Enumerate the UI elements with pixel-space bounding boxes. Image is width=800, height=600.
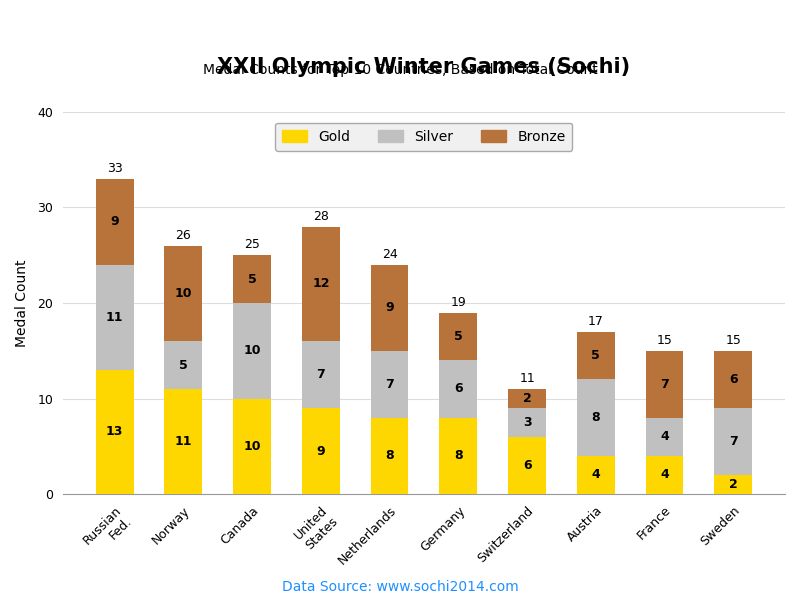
Bar — [439, 313, 478, 361]
Text: 3: 3 — [522, 416, 531, 429]
Bar — [577, 332, 614, 379]
Text: 13: 13 — [106, 425, 123, 439]
Bar — [508, 389, 546, 408]
Text: Medal Counts for Top 10 Countries, Based on Total Count: Medal Counts for Top 10 Countries, Based… — [202, 63, 598, 77]
Text: 2: 2 — [729, 478, 738, 491]
Text: 19: 19 — [450, 296, 466, 309]
Text: 2: 2 — [522, 392, 531, 405]
Bar — [370, 418, 409, 494]
Text: 10: 10 — [243, 344, 261, 357]
Text: 28: 28 — [313, 210, 329, 223]
Text: 24: 24 — [382, 248, 398, 261]
Bar — [302, 408, 340, 494]
Bar — [577, 456, 614, 494]
Bar — [96, 370, 134, 494]
Text: 17: 17 — [588, 315, 604, 328]
Bar — [165, 389, 202, 494]
Text: 26: 26 — [175, 229, 191, 242]
Text: 10: 10 — [174, 287, 192, 300]
Legend: Gold, Silver, Bronze: Gold, Silver, Bronze — [275, 122, 573, 151]
Bar — [646, 418, 683, 456]
Text: 7: 7 — [729, 435, 738, 448]
Text: 7: 7 — [317, 368, 326, 381]
Bar — [165, 341, 202, 389]
Text: 9: 9 — [110, 215, 119, 228]
Text: 4: 4 — [660, 430, 669, 443]
Text: 15: 15 — [726, 334, 742, 347]
Text: 7: 7 — [386, 378, 394, 391]
Text: 4: 4 — [660, 469, 669, 481]
Bar — [508, 408, 546, 437]
Text: 9: 9 — [317, 445, 325, 458]
Text: 6: 6 — [454, 382, 462, 395]
Bar — [370, 351, 409, 418]
Text: 12: 12 — [312, 277, 330, 290]
Text: 5: 5 — [454, 330, 462, 343]
Text: 25: 25 — [244, 238, 260, 251]
Bar — [234, 255, 271, 303]
Bar — [714, 475, 752, 494]
Bar — [96, 265, 134, 370]
Text: 6: 6 — [729, 373, 738, 386]
Text: 7: 7 — [660, 378, 669, 391]
Text: 15: 15 — [657, 334, 673, 347]
Text: Data Source: www.sochi2014.com: Data Source: www.sochi2014.com — [282, 580, 518, 594]
Text: 5: 5 — [248, 272, 257, 286]
Bar — [439, 418, 478, 494]
Bar — [508, 437, 546, 494]
Title: XXII Olympic Winter Games (Sochi): XXII Olympic Winter Games (Sochi) — [218, 57, 630, 77]
Bar — [439, 361, 478, 418]
Text: 10: 10 — [243, 440, 261, 453]
Bar — [714, 351, 752, 408]
Text: 11: 11 — [519, 372, 535, 385]
Text: 11: 11 — [106, 311, 123, 324]
Text: 33: 33 — [106, 162, 122, 175]
Bar — [234, 303, 271, 398]
Text: 5: 5 — [591, 349, 600, 362]
Bar — [96, 179, 134, 265]
Text: 8: 8 — [591, 411, 600, 424]
Bar — [646, 456, 683, 494]
Bar — [234, 398, 271, 494]
Text: 8: 8 — [386, 449, 394, 463]
Y-axis label: Medal Count: Medal Count — [15, 259, 29, 347]
Bar — [302, 341, 340, 408]
Text: 6: 6 — [522, 459, 531, 472]
Text: 8: 8 — [454, 449, 462, 463]
Bar — [165, 245, 202, 341]
Text: 9: 9 — [386, 301, 394, 314]
Text: 5: 5 — [179, 359, 188, 371]
Text: 11: 11 — [174, 435, 192, 448]
Bar — [577, 379, 614, 456]
Bar — [370, 265, 409, 351]
Bar — [646, 351, 683, 418]
Bar — [714, 408, 752, 475]
Bar — [302, 227, 340, 341]
Text: 4: 4 — [591, 469, 600, 481]
